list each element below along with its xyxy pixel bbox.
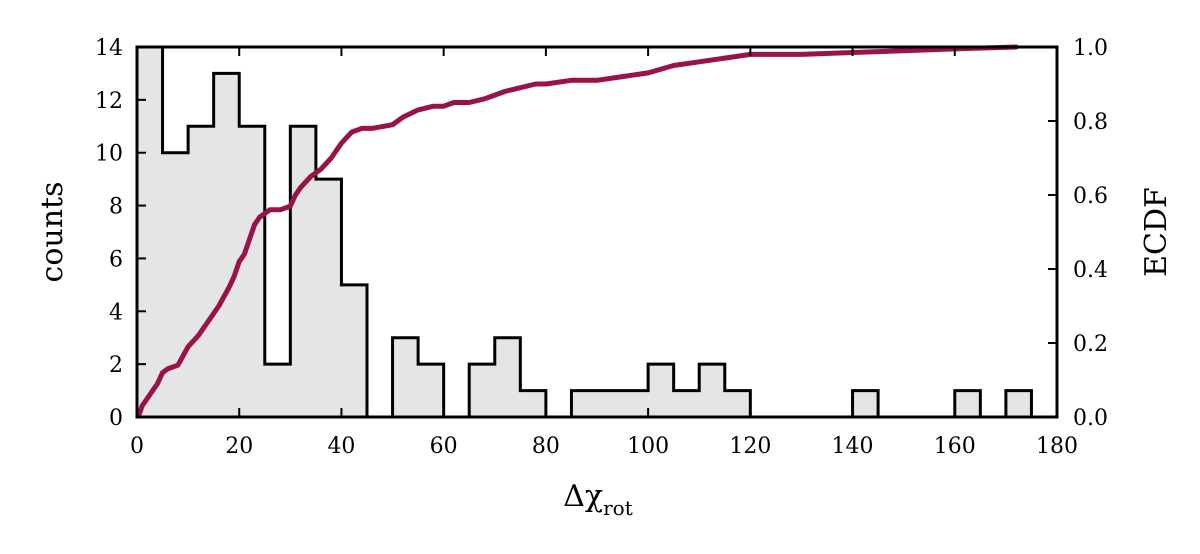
histogram-bar xyxy=(341,284,367,417)
axis-ticks: 0 20 40 60 80 100 120 140 160 180 0 2 4 6 8 10 12 14 0.0 0.… xyxy=(95,36,1108,459)
histogram-bar xyxy=(418,364,444,417)
y-right-tick-label: 0.0 xyxy=(1073,406,1108,431)
y-left-tick-label: 14 xyxy=(95,36,123,61)
x-tick-label: 120 xyxy=(729,434,771,459)
histogram-bar xyxy=(188,126,214,418)
y-right-tick-label: 0.4 xyxy=(1073,258,1108,283)
ecdf-series xyxy=(137,44,1019,416)
y-right-tick-label: 0.2 xyxy=(1073,332,1108,357)
x-tick-label: 160 xyxy=(934,434,976,459)
histogram-bar xyxy=(1005,390,1032,417)
y-left-tick-label: 10 xyxy=(95,142,123,167)
x-tick-label: 20 xyxy=(225,434,253,459)
ecdf-line xyxy=(137,44,1019,416)
histogram-bar xyxy=(699,364,725,417)
y-left-tick-label: 4 xyxy=(109,300,123,325)
histogram-bar xyxy=(648,364,674,417)
histogram-bars xyxy=(135,45,1033,419)
x-tick-label: 180 xyxy=(1036,434,1078,459)
histogram-bar xyxy=(392,337,419,417)
y-left-tick-label: 2 xyxy=(109,353,123,378)
histogram-bar xyxy=(724,390,751,417)
x-tick-label: 140 xyxy=(832,434,874,459)
histogram-bar xyxy=(290,126,316,418)
histogram-bar xyxy=(213,73,240,417)
x-tick-label: 40 xyxy=(327,434,355,459)
histogram-bar xyxy=(597,390,623,417)
histogram-bar xyxy=(315,179,342,417)
histogram-bar xyxy=(571,390,597,417)
y-left-tick-label: 0 xyxy=(109,406,123,431)
y-left-tick-label: 12 xyxy=(95,89,123,114)
histogram-bar xyxy=(954,390,981,417)
x-tick-label: 60 xyxy=(430,434,458,459)
histogram-bar xyxy=(520,390,546,417)
histogram-bar xyxy=(469,364,495,417)
y-axis-left-title: counts xyxy=(35,182,70,283)
plot-frame xyxy=(135,45,1059,419)
y-right-tick-label: 1.0 xyxy=(1073,36,1108,61)
x-tick-label: 100 xyxy=(627,434,669,459)
y-right-tick-label: 0.8 xyxy=(1073,110,1108,135)
histogram-bar xyxy=(852,390,879,417)
histogram-bar xyxy=(239,126,265,418)
x-axis-title-main: Δχ xyxy=(563,479,603,514)
x-axis-title-subscript: rot xyxy=(603,496,633,520)
histogram-bar xyxy=(494,337,521,417)
x-tick-label: 80 xyxy=(532,434,560,459)
x-axis-title: Δχrot xyxy=(563,479,632,520)
y-right-tick-label: 0.6 xyxy=(1073,184,1108,209)
y-axis-right-title: ECDF xyxy=(1139,187,1174,277)
histogram-bar xyxy=(622,390,649,417)
histogram-bar xyxy=(264,364,291,417)
histogram-bar xyxy=(162,152,189,417)
plot-border xyxy=(135,45,1059,419)
histogram-outline xyxy=(135,45,1033,419)
y-left-tick-label: 6 xyxy=(109,247,123,272)
histogram-bar xyxy=(673,390,700,417)
histogram-bar xyxy=(137,47,163,417)
y-left-tick-label: 8 xyxy=(109,195,123,220)
x-tick-label: 0 xyxy=(130,434,144,459)
